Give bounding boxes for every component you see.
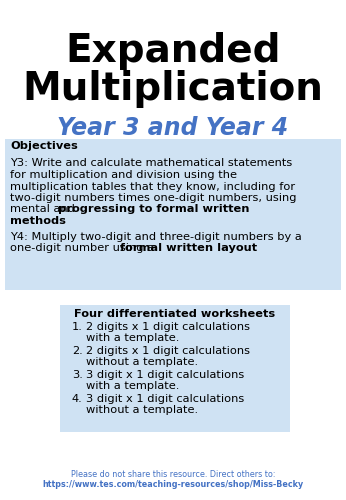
Text: Expanded: Expanded: [65, 32, 281, 70]
Text: Year 3 and Year 4: Year 3 and Year 4: [57, 116, 289, 140]
Text: 2 digits x 1 digit calculations: 2 digits x 1 digit calculations: [86, 346, 250, 356]
Text: 3.: 3.: [72, 370, 83, 380]
Text: 4.: 4.: [72, 394, 83, 404]
Text: progressing to formal written: progressing to formal written: [58, 204, 250, 214]
Text: 2 digits x 1 digit calculations: 2 digits x 1 digit calculations: [86, 322, 250, 332]
Text: without a template.: without a template.: [86, 405, 198, 415]
Text: without a template.: without a template.: [86, 357, 198, 367]
Text: Objectives: Objectives: [10, 141, 78, 151]
Text: 1.: 1.: [72, 322, 83, 332]
Text: 3 digit x 1 digit calculations: 3 digit x 1 digit calculations: [86, 370, 244, 380]
Text: multiplication tables that they know, including for: multiplication tables that they know, in…: [10, 182, 295, 192]
Text: two-digit numbers times one-digit numbers, using: two-digit numbers times one-digit number…: [10, 193, 297, 203]
Text: Y4: Multiply two-digit and three-digit numbers by a: Y4: Multiply two-digit and three-digit n…: [10, 232, 302, 241]
Text: for multiplication and division using the: for multiplication and division using th…: [10, 170, 237, 180]
Text: 3 digit x 1 digit calculations: 3 digit x 1 digit calculations: [86, 394, 244, 404]
Text: Multiplication: Multiplication: [22, 70, 324, 108]
Text: .: .: [44, 216, 47, 226]
Text: mental and: mental and: [10, 204, 79, 214]
Text: Please do not share this resource. Direct others to:: Please do not share this resource. Direc…: [71, 470, 275, 479]
Text: one-digit number using a: one-digit number using a: [10, 243, 158, 253]
Text: with a template.: with a template.: [86, 333, 179, 343]
Text: formal written layout: formal written layout: [119, 243, 257, 253]
Text: Y3: Write and calculate mathematical statements: Y3: Write and calculate mathematical sta…: [10, 158, 292, 168]
Text: https://www.tes.com/teaching-resources/shop/Miss-Becky: https://www.tes.com/teaching-resources/s…: [42, 480, 304, 489]
Bar: [5, 139, 341, 290]
Text: 2.: 2.: [72, 346, 83, 356]
Bar: [60, 305, 290, 432]
Text: with a template.: with a template.: [86, 381, 179, 391]
Text: Four differentiated worksheets: Four differentiated worksheets: [74, 309, 275, 319]
Text: methods: methods: [10, 216, 66, 226]
